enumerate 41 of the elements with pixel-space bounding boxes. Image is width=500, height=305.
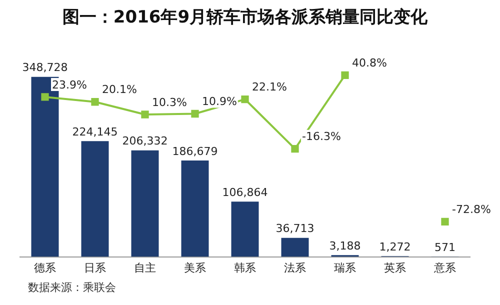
x-tick-label: 瑞系 — [334, 261, 356, 274]
data-label: 10.9% — [202, 95, 237, 108]
data-label: 20.1% — [102, 83, 137, 96]
point — [91, 98, 99, 106]
x-tick-label: 意系 — [433, 261, 456, 274]
data-label: -72.8% — [452, 203, 491, 216]
data-label: 40.8% — [352, 56, 387, 70]
point — [141, 110, 149, 118]
data-label: 206,332 — [122, 134, 168, 148]
data-label: 23.9% — [52, 78, 87, 92]
bar — [231, 202, 259, 257]
data-label: -16.3% — [302, 130, 341, 144]
data-label: 36,713 — [276, 222, 314, 236]
point — [41, 93, 49, 101]
x-tick-label: 德系 — [34, 261, 56, 274]
data-label: 10.3% — [152, 96, 187, 109]
point — [341, 71, 349, 79]
bar — [181, 160, 209, 257]
bar — [81, 141, 109, 257]
data-label: 186,679 — [172, 144, 218, 158]
bar — [281, 238, 309, 257]
source-note: 数据来源：乘联会 — [28, 280, 116, 295]
point — [191, 110, 199, 118]
data-label: 348,728 — [22, 61, 68, 74]
x-tick-label: 美系 — [184, 261, 206, 274]
x-tick-label: 自主 — [134, 261, 156, 274]
x-tick-label: 法系 — [284, 261, 306, 274]
x-tick-label: 英系 — [384, 261, 406, 274]
point — [241, 95, 249, 104]
chart-title: 图一：2016年9月轿车市场各派系销量同比变化 — [62, 8, 429, 28]
x-tick-label: 韩系 — [234, 261, 256, 274]
point — [441, 218, 449, 226]
bar — [131, 150, 159, 257]
data-label: 571 — [434, 240, 456, 254]
data-label: 1,272 — [379, 240, 411, 254]
data-label: 22.1% — [252, 80, 287, 94]
data-label: 3,188 — [329, 240, 361, 253]
data-label: 106,864 — [222, 186, 268, 200]
point — [291, 145, 299, 153]
x-tick-label: 日系 — [84, 261, 106, 274]
data-label: 224,145 — [72, 126, 118, 138]
